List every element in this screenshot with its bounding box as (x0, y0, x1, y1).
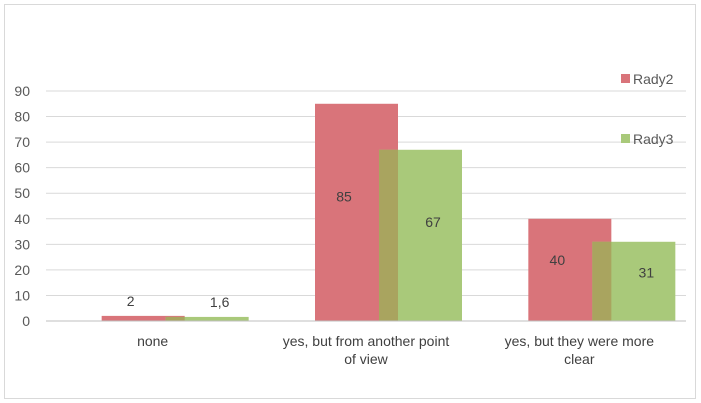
data-label: 85 (336, 189, 352, 205)
data-label: 2 (127, 293, 135, 309)
y-tick-label: 40 (14, 211, 30, 227)
x-category-label: yes, but they were more clear (505, 333, 655, 367)
y-tick-label: 50 (14, 185, 30, 201)
legend-label-rady3: Rady3 (633, 131, 674, 147)
y-tick-label: 10 (14, 287, 30, 303)
y-tick-label: 30 (14, 236, 30, 252)
y-tick-label: 90 (14, 83, 30, 99)
bar-overlap-2 (592, 242, 611, 321)
y-tick-label: 80 (14, 109, 30, 125)
y-tick-label: 70 (14, 134, 30, 150)
legend-swatch-rady2 (621, 74, 630, 83)
data-label: 1,6 (210, 294, 230, 310)
y-tick-label: 60 (14, 160, 30, 176)
y-axis: 0 10 20 30 40 50 60 70 80 90 (14, 83, 30, 329)
legend-label-rady2: Rady2 (633, 71, 674, 87)
legend: Rady2 Rady3 (621, 71, 674, 147)
x-category-label: yes, but from another point of view (283, 333, 450, 367)
data-label: 31 (639, 264, 655, 280)
x-axis: none yes, but from another point of view ye… (46, 321, 686, 367)
x-category-label: none (137, 333, 168, 349)
bar-overlap-0 (166, 317, 185, 321)
data-label: 67 (425, 214, 441, 230)
legend-swatch-rady3 (621, 134, 630, 143)
data-label: 40 (550, 252, 566, 268)
bar-overlap-1 (379, 150, 398, 321)
y-tick-label: 0 (22, 313, 30, 329)
y-tick-label: 20 (14, 262, 30, 278)
